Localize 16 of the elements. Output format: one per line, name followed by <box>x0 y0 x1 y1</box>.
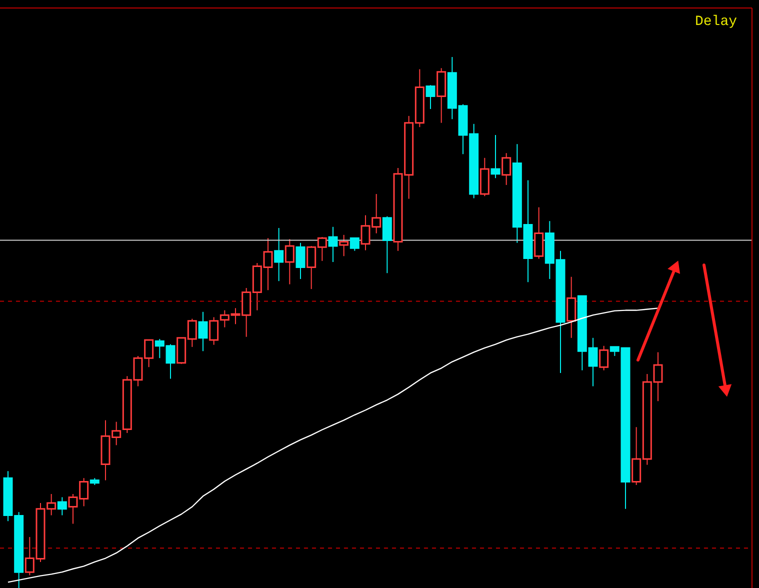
candlestick <box>274 227 284 282</box>
candlestick <box>198 311 208 352</box>
candlestick <box>350 237 360 252</box>
candlestick <box>296 242 306 280</box>
candlestick <box>57 496 67 516</box>
candlestick <box>599 345 609 371</box>
candlestick <box>339 234 349 257</box>
text: Delay <box>694 14 737 30</box>
candlestick <box>284 238 294 285</box>
candlestick <box>534 206 544 260</box>
candlestick <box>502 152 512 186</box>
candlestick <box>426 84 436 110</box>
candlestick <box>382 216 392 274</box>
candlestick <box>328 226 338 262</box>
candlestick <box>490 134 500 179</box>
candlestick <box>566 276 576 338</box>
